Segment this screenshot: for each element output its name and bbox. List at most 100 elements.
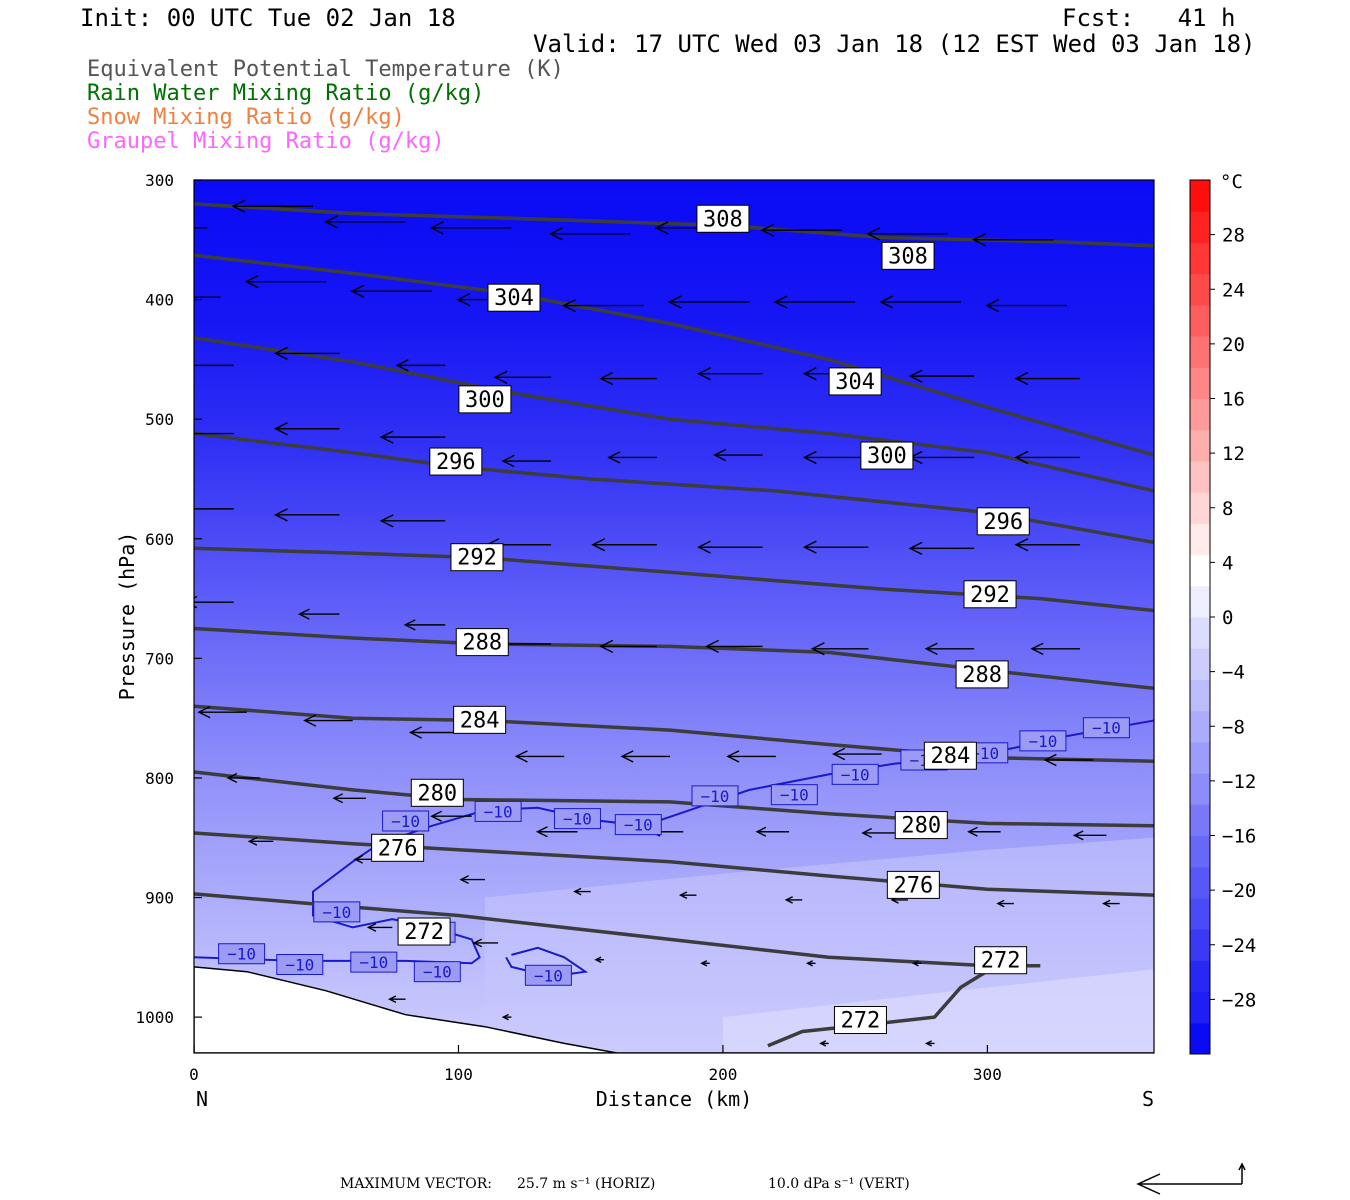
temp-contour-label-box — [553, 808, 601, 830]
theta-e-label: 276 — [893, 873, 933, 898]
wind-vector-head — [667, 295, 682, 309]
colorbar-swatch — [1190, 897, 1210, 930]
wind-vector-head — [501, 1013, 509, 1021]
wind-vector — [562, 298, 644, 313]
colorbar-tick-label: −4 — [1222, 662, 1245, 684]
wind-vector-head — [170, 503, 182, 515]
temp-contour-label-box — [413, 961, 461, 983]
wind-vector — [501, 1013, 512, 1021]
wind-vector — [303, 714, 353, 727]
wind-vector — [591, 538, 657, 552]
theta-e-label: 288 — [462, 631, 502, 656]
max-vector-horiz: 25.7 m s⁻¹ (HORIZ) — [517, 1176, 656, 1192]
temp-contour-label-box — [614, 814, 662, 836]
wind-vector-head — [297, 608, 310, 620]
colorbar-swatch — [1190, 585, 1210, 618]
colorbar-swatch — [1190, 804, 1210, 836]
wind-vector — [924, 1040, 935, 1047]
wind-vector-head — [1072, 830, 1084, 841]
temp-contour-label-box — [831, 763, 879, 785]
wind-vector — [247, 836, 274, 846]
wind-vector-head — [1014, 538, 1029, 552]
x-tick-label: 0 — [189, 1065, 199, 1084]
wind-vector — [273, 508, 340, 522]
theta-e-label-box — [828, 367, 882, 396]
colorbar-swatch — [1190, 242, 1210, 275]
theta-e-label: 304 — [494, 286, 534, 311]
legend-snow: Snow Mixing Ratio (g/kg) — [87, 105, 405, 130]
wind-vector — [700, 960, 710, 967]
colorbar-tick-label: 24 — [1222, 279, 1245, 301]
colorbar-swatch — [1190, 336, 1210, 368]
theta-e-contour-276 — [194, 831, 1154, 897]
wind-vector-head — [713, 448, 727, 462]
theta-e-label: 284 — [930, 744, 970, 769]
theta-e-contour-280 — [194, 770, 1154, 828]
colorbar-tick-label: 12 — [1222, 443, 1245, 465]
wind-vector-head — [408, 726, 422, 739]
wind-vector-head — [678, 891, 688, 899]
wind-vector-head — [353, 854, 364, 864]
wind-vector-head — [971, 233, 986, 247]
temp-contour-label: −10 — [359, 953, 388, 972]
colorbar-swatch — [1190, 367, 1210, 399]
wind-vector — [971, 233, 1054, 247]
valid-time: Valid: 17 UTC Wed 03 Jan 18 (12 EST Wed … — [533, 30, 1256, 58]
init-time: Init: 00 UTC Tue 02 Jan 18 — [80, 4, 456, 32]
wind-vector-head — [1030, 642, 1044, 656]
temp-contour-label-box — [691, 785, 739, 807]
wind-vector-head — [832, 747, 846, 761]
wind-vector — [379, 430, 446, 444]
temp-contour-label: −10 — [534, 966, 563, 985]
wind-vector-head — [273, 508, 288, 522]
wind-vector — [197, 705, 247, 719]
colorbar-swatch — [1190, 460, 1210, 493]
wind-vector-head — [1102, 899, 1111, 908]
colorbar-swatch — [1190, 554, 1210, 587]
wind-vector — [908, 369, 975, 383]
wind-vector — [713, 448, 763, 462]
colorbar-swatch — [1190, 617, 1210, 649]
wind-vector — [924, 642, 975, 656]
colorbar-unit: °C — [1220, 171, 1243, 193]
wind-vector — [861, 827, 895, 838]
wind-vector — [194, 432, 234, 435]
theta-e-label: 296 — [983, 510, 1023, 535]
theta-e-label: 272 — [841, 1009, 881, 1034]
wind-vector — [760, 223, 842, 237]
theta-e-contour-300 — [194, 336, 1154, 493]
y-tick-label: 300 — [145, 171, 174, 190]
wind-vector-head — [911, 960, 919, 967]
y-tick-label: 400 — [145, 291, 174, 310]
theta-e-contour-292 — [194, 546, 1154, 613]
temp-contour-label: −10 — [391, 812, 420, 831]
wind-vector-head — [620, 750, 634, 763]
wind-vector — [620, 750, 671, 763]
wind-vector-head — [755, 826, 767, 837]
wind-vector — [244, 275, 327, 289]
wind-vector — [678, 891, 697, 899]
wind-vector-head — [924, 1040, 933, 1047]
wind-vector — [1014, 371, 1080, 386]
y-tick-label: 1000 — [135, 1008, 174, 1027]
colorbar-swatch — [1190, 773, 1210, 805]
wind-vector — [366, 923, 393, 932]
colorbar-swatch — [1190, 710, 1210, 743]
wind-vector-head — [226, 772, 238, 783]
temp-contour-label-box — [313, 901, 361, 923]
colorbar-swatch — [1190, 523, 1210, 556]
temp-contour-label: −10 — [227, 945, 256, 964]
wind-vector — [408, 726, 459, 739]
theta-e-label: 288 — [962, 663, 1002, 688]
wind-vector-head — [273, 422, 288, 436]
wind-vector-head — [700, 960, 708, 967]
legend-rain-water: Rain Water Mixing Ratio (g/kg) — [87, 81, 485, 106]
theta-e-label-box — [371, 833, 425, 862]
wind-vector — [273, 422, 340, 436]
theta-e-label-box — [963, 580, 1017, 609]
wind-vector-head — [594, 956, 602, 963]
wind-vector — [472, 938, 499, 948]
wind-vector — [194, 595, 234, 609]
theta-e-label: 308 — [703, 207, 743, 232]
